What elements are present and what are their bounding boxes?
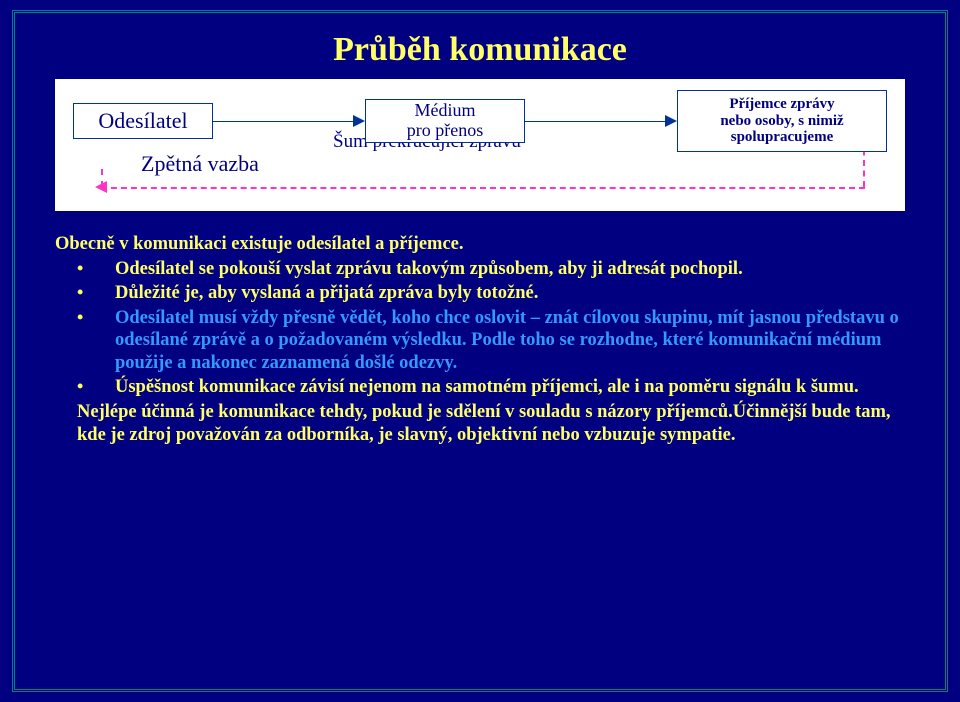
bullet-list: Odesílatel se pokouší vyslat zprávu tako… xyxy=(55,258,905,399)
node-medium-line1: Médium xyxy=(366,101,524,121)
feedback-path-horizontal xyxy=(101,187,865,189)
node-sender: Odesílatel xyxy=(73,103,213,139)
feedback-row: Zpětná vazba xyxy=(73,157,887,199)
slide-frame: Průběh komunikace Odesílatel Médium pro … xyxy=(12,10,948,692)
list-item: Odesílatel musí vždy přesně vědět, koho … xyxy=(55,307,905,375)
list-item: Důležité je, aby vyslaná a přijatá zpráv… xyxy=(55,282,905,305)
arrowhead-icon xyxy=(353,115,365,127)
diagram-flow-row: Odesílatel Médium pro přenos Příjemce zp… xyxy=(73,87,887,155)
body-text: Obecně v komunikaci existuje odesílatel … xyxy=(55,233,905,446)
feedback-arrowhead-icon xyxy=(95,181,107,193)
node-sender-label: Odesílatel xyxy=(74,109,212,133)
arrow-line-2 xyxy=(525,121,665,122)
feedback-label: Zpětná vazba xyxy=(137,151,263,177)
arrowhead-icon xyxy=(665,115,677,127)
node-receiver-line1: Příjemce zprávy xyxy=(678,96,886,113)
node-receiver-line3: spolupracujeme xyxy=(678,129,886,146)
final-paragraph: Nejlépe účinná je komunikace tehdy, poku… xyxy=(55,401,905,446)
highlight-text: Odesílatel musí vždy přesně vědět, koho … xyxy=(115,308,899,373)
list-item: Odesílatel se pokouší vyslat zprávu tako… xyxy=(55,258,905,281)
node-receiver: Příjemce zprávy nebo osoby, s nimiž spol… xyxy=(677,90,887,152)
node-medium-line2: pro přenos xyxy=(366,121,524,141)
node-medium: Médium pro přenos xyxy=(365,99,525,143)
slide-title: Průběh komunikace xyxy=(55,31,905,69)
list-item: Úspěšnost komunikace závisí nejenom na s… xyxy=(55,376,905,399)
lead-paragraph: Obecně v komunikaci existuje odesílatel … xyxy=(55,233,905,256)
diagram-panel: Odesílatel Médium pro přenos Příjemce zp… xyxy=(55,79,905,211)
node-receiver-line2: nebo osoby, s nimiž xyxy=(678,113,886,130)
arrow-line-1 xyxy=(213,121,353,122)
